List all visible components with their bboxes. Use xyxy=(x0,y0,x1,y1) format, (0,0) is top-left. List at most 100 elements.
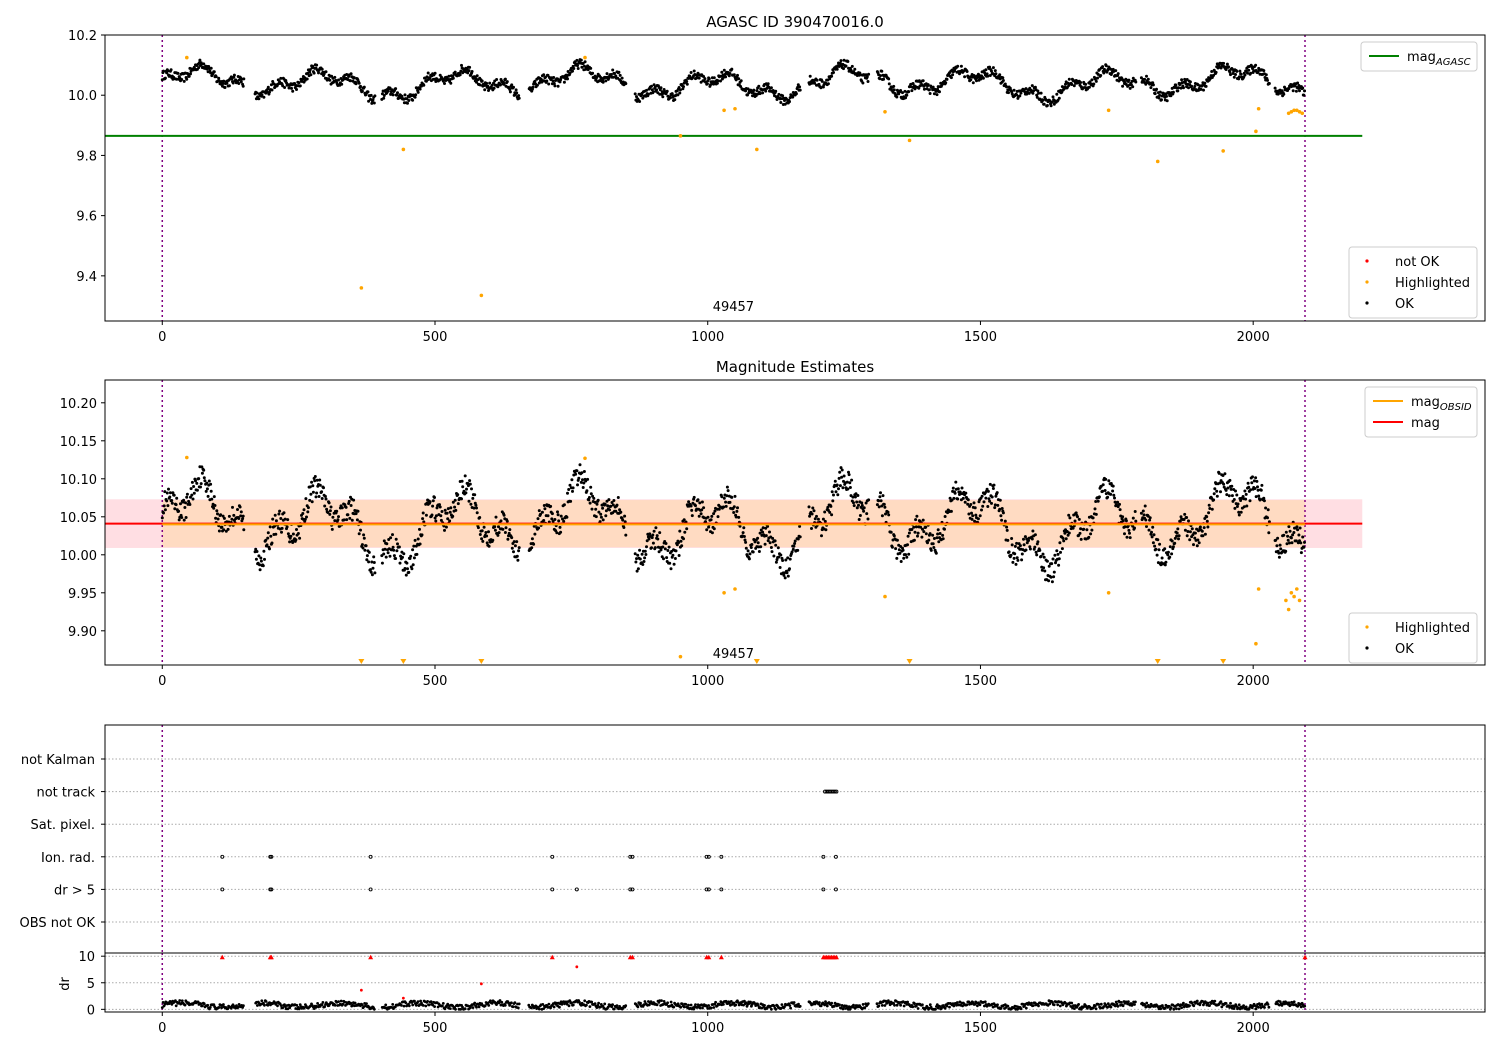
ok-point xyxy=(487,544,491,548)
ok-point xyxy=(1030,537,1034,541)
ok-point xyxy=(877,505,881,509)
ok-point xyxy=(1296,81,1300,85)
ok-point xyxy=(586,477,590,481)
ok-point xyxy=(220,525,224,529)
ok-point xyxy=(653,546,657,550)
ok-point xyxy=(897,548,901,552)
legend_bottom-swatch xyxy=(1365,646,1369,650)
ok-point xyxy=(1257,494,1261,498)
ok-point xyxy=(349,72,353,76)
ok-point xyxy=(658,531,662,535)
dr-point xyxy=(679,1005,683,1009)
ok-point xyxy=(512,85,515,89)
dr-point xyxy=(558,1005,561,1009)
dr-point xyxy=(669,1000,673,1004)
ok-point xyxy=(1259,488,1263,492)
ok-point xyxy=(162,511,165,515)
ok-point xyxy=(426,71,430,75)
ok-point xyxy=(761,526,765,530)
dr-point xyxy=(1213,999,1217,1003)
ok-point xyxy=(366,90,370,94)
dr-point xyxy=(841,1007,845,1011)
ok-point xyxy=(599,76,603,80)
dr-point xyxy=(681,1002,684,1006)
dr-point xyxy=(952,1004,956,1008)
ok-point xyxy=(265,543,269,547)
ok-point xyxy=(330,527,334,531)
ok-point xyxy=(638,100,642,103)
ok-point xyxy=(1151,83,1155,87)
ok-point xyxy=(1212,73,1216,77)
ok-point xyxy=(447,74,451,78)
ok-point xyxy=(624,533,628,537)
ok-point xyxy=(454,508,458,512)
ok-point xyxy=(679,539,683,543)
ok-point xyxy=(1022,543,1026,547)
flag-point xyxy=(628,854,633,859)
ok-point xyxy=(1243,73,1247,77)
ok-point xyxy=(719,79,722,83)
ok-point xyxy=(938,90,941,94)
ok-point xyxy=(991,66,995,70)
ok-point xyxy=(362,533,366,537)
ok-point xyxy=(320,490,324,494)
ok-point xyxy=(279,517,283,520)
legend_bottom-label: OK xyxy=(1395,297,1414,312)
dr-point xyxy=(1094,1007,1098,1011)
ok-point xyxy=(162,69,165,73)
flag-point xyxy=(220,854,225,859)
ok-point xyxy=(840,475,844,479)
ok-point xyxy=(935,536,939,540)
ok-point xyxy=(197,66,201,70)
ok-point xyxy=(687,500,691,504)
dr-point xyxy=(468,1006,472,1010)
ok-point xyxy=(725,494,729,498)
ok-point xyxy=(990,69,993,73)
ok-point xyxy=(217,79,221,83)
ok-point xyxy=(898,551,902,555)
ok-point xyxy=(348,516,352,520)
flag-point xyxy=(368,854,373,859)
ok-point xyxy=(866,517,870,521)
ok-point xyxy=(360,543,364,547)
ok-point xyxy=(222,528,226,532)
ok-point xyxy=(841,486,845,490)
ok-point xyxy=(756,541,760,545)
ok-point xyxy=(262,549,266,553)
ok-point xyxy=(550,517,554,521)
ok-point xyxy=(907,531,911,535)
ok-point xyxy=(388,86,392,90)
ok-point xyxy=(517,549,521,553)
ok-point xyxy=(700,500,704,504)
ok-point xyxy=(411,548,415,552)
ok-point xyxy=(1208,507,1212,510)
ok-point xyxy=(232,513,236,517)
dr-point xyxy=(612,1007,616,1011)
ok-point xyxy=(418,87,422,91)
dr-point xyxy=(1021,1002,1025,1006)
dr-point xyxy=(595,1006,599,1009)
legend_bottom-swatch xyxy=(1365,301,1369,305)
ok-point xyxy=(607,498,611,502)
ok-point xyxy=(669,567,673,571)
ok-point xyxy=(1020,552,1024,556)
ok-point xyxy=(214,516,218,520)
ok-point xyxy=(823,519,827,523)
ok-point xyxy=(1006,538,1010,542)
ok-point xyxy=(1037,91,1041,95)
ok-point xyxy=(638,557,642,561)
highlighted-point xyxy=(755,147,759,152)
highlighted-point xyxy=(1284,598,1288,603)
ok-point xyxy=(981,76,985,80)
ok-point xyxy=(1028,547,1032,551)
ok-point xyxy=(996,503,1000,507)
ok-point xyxy=(601,518,605,522)
ok-point xyxy=(744,546,748,550)
ok-point xyxy=(991,487,995,490)
ok-point xyxy=(937,540,941,544)
ok-point xyxy=(1166,550,1170,554)
ok-point xyxy=(1087,535,1091,539)
ok-point xyxy=(556,510,559,514)
dr-point xyxy=(955,1001,959,1004)
ok-point xyxy=(345,73,349,76)
